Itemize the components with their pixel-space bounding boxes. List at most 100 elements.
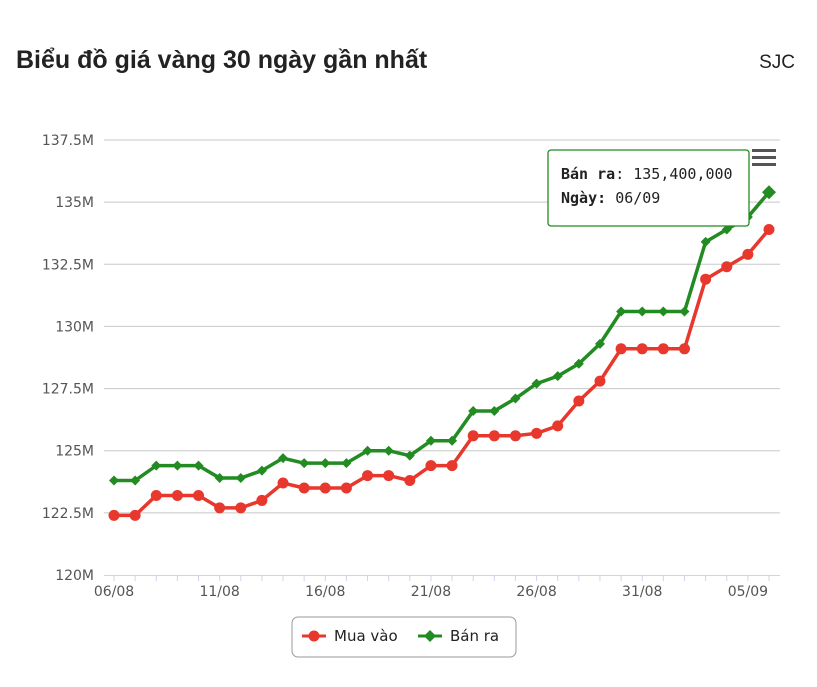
mua-vao-point[interactable] — [552, 420, 564, 432]
mua-vao-point[interactable] — [235, 502, 247, 514]
y-tick-label: 120M — [55, 568, 94, 584]
y-tick-label: 130M — [55, 319, 94, 335]
ban-ra-point[interactable] — [489, 405, 500, 416]
ban-ra-point[interactable] — [510, 393, 521, 404]
mua-vao-point[interactable] — [446, 460, 458, 472]
ban-ra-point[interactable] — [531, 378, 542, 389]
hamburger-menu-icon[interactable] — [750, 145, 778, 171]
legend-label-mua-vao: Mua vào — [334, 627, 398, 645]
ban-ra-point[interactable] — [383, 445, 394, 456]
tooltip-date-label: Ngày — [561, 189, 597, 207]
ban-ra-point[interactable] — [468, 405, 479, 416]
mua-vao-point[interactable] — [700, 273, 712, 285]
ban-ra-point[interactable] — [362, 445, 373, 456]
mua-vao-point[interactable] — [298, 482, 310, 494]
mua-vao-point[interactable] — [467, 430, 479, 442]
y-tick-label: 137.5M — [42, 133, 94, 149]
mua-vao-point[interactable] — [150, 489, 162, 501]
y-tick-label: 127.5M — [42, 382, 94, 398]
ban-ra-point[interactable] — [762, 185, 776, 200]
x-tick-label: 06/08 — [94, 584, 134, 600]
y-tick-label: 135M — [55, 195, 94, 211]
x-axis-tick-labels: 06/08 11/08 16/08 21/08 26/08 31/08 05/09 — [94, 575, 770, 600]
diamond-marker-icon — [424, 630, 436, 642]
mua-vao-point[interactable] — [214, 502, 226, 514]
y-tick-label: 122.5M — [42, 506, 94, 522]
ban-ra-point[interactable] — [700, 236, 711, 247]
tooltip-series-label: Bán ra — [561, 165, 615, 183]
svg-text:Ngày: 06/09: Ngày: 06/09 — [561, 189, 660, 207]
ban-ra-point[interactable] — [616, 306, 627, 317]
ban-ra-point[interactable] — [299, 458, 310, 469]
ban-ra-point[interactable] — [341, 458, 352, 469]
mua-vao-point[interactable] — [319, 482, 331, 494]
ban-ra-point[interactable] — [320, 458, 331, 469]
mua-vao-point[interactable] — [573, 395, 585, 407]
mua-vao-point[interactable] — [171, 489, 183, 501]
x-tick-label: 21/08 — [411, 584, 451, 600]
tooltip-value: 135,400,000 — [633, 165, 732, 183]
mua-vao-point[interactable] — [509, 430, 521, 442]
brand-label: SJC — [759, 52, 795, 73]
y-axis-tick-labels: 120M 122.5M 125M 127.5M 130M 132.5M 135M 137.5M — [42, 133, 94, 584]
mua-vao-point[interactable] — [193, 489, 205, 501]
legend: Mua vào Bán ra — [291, 616, 517, 658]
ban-ra-point[interactable] — [594, 338, 605, 349]
mua-vao-point[interactable] — [404, 475, 416, 487]
ban-ra-point[interactable] — [151, 460, 162, 471]
ban-ra-point[interactable] — [404, 450, 415, 461]
ban-ra-point[interactable] — [658, 306, 669, 317]
x-tick-label: 16/08 — [305, 584, 345, 600]
mua-vao-point[interactable] — [383, 470, 395, 482]
mua-vao-point[interactable] — [763, 223, 775, 235]
ban-ra-point[interactable] — [130, 475, 141, 486]
mua-vao-point[interactable] — [129, 509, 141, 521]
ban-ra-point[interactable] — [278, 453, 289, 464]
ban-ra-point[interactable] — [425, 435, 436, 446]
mua-vao-point[interactable] — [657, 343, 669, 355]
ban-ra-point[interactable] — [172, 460, 183, 471]
mua-vao-point[interactable] — [340, 482, 352, 494]
ban-ra-point[interactable] — [679, 306, 690, 317]
mua-vao-point[interactable] — [256, 494, 268, 506]
svg-text:Bán ra: 135,400,000: Bán ra: 135,400,000 — [561, 165, 733, 183]
ban-ra-point[interactable] — [721, 224, 732, 235]
ban-ra-point[interactable] — [552, 371, 563, 382]
legend-label-ban-ra: Bán ra — [450, 627, 499, 645]
chart-title: Biểu đồ giá vàng 30 ngày gần nhất — [16, 46, 428, 74]
grid-lines — [104, 139, 780, 514]
mua-vao-point[interactable] — [277, 477, 289, 489]
mua-vao-point[interactable] — [108, 509, 120, 521]
ban-ra-point[interactable] — [193, 460, 204, 471]
mua-vao-point[interactable] — [678, 343, 690, 355]
ban-ra-point[interactable] — [637, 306, 648, 317]
tooltip-date: 06/09 — [615, 189, 660, 207]
mua-vao-point[interactable] — [362, 470, 374, 482]
y-tick-label: 132.5M — [42, 257, 94, 273]
ban-ra-point[interactable] — [447, 435, 458, 446]
legend-item-ban-ra[interactable]: Bán ra — [418, 627, 499, 645]
series-layer — [108, 185, 776, 521]
y-tick-label: 125M — [55, 444, 94, 460]
legend-item-mua-vao[interactable]: Mua vào — [302, 627, 398, 645]
mua-vao-point[interactable] — [425, 460, 437, 472]
mua-vao-point[interactable] — [742, 248, 754, 260]
ban-ra-point[interactable] — [235, 473, 246, 484]
circle-marker-icon — [308, 630, 320, 642]
ban-ra-point[interactable] — [256, 465, 267, 476]
ban-ra-point[interactable] — [214, 473, 225, 484]
x-tick-label: 31/08 — [622, 584, 662, 600]
mua-vao-point[interactable] — [615, 343, 627, 355]
mua-vao-point[interactable] — [594, 375, 606, 387]
ban-ra-point[interactable] — [573, 358, 584, 369]
ban-ra-point[interactable] — [109, 475, 119, 486]
series-line-1 — [112, 190, 771, 483]
mua-vao-point[interactable] — [488, 430, 500, 442]
mua-vao-point[interactable] — [531, 427, 543, 439]
tooltip: Bán ra: 135,400,000 Ngày: 06/09 — [547, 149, 750, 227]
mua-vao-point[interactable] — [636, 343, 648, 355]
mua-vao-point[interactable] — [721, 261, 733, 273]
x-tick-label: 11/08 — [199, 584, 239, 600]
x-tick-label: 05/09 — [728, 584, 768, 600]
